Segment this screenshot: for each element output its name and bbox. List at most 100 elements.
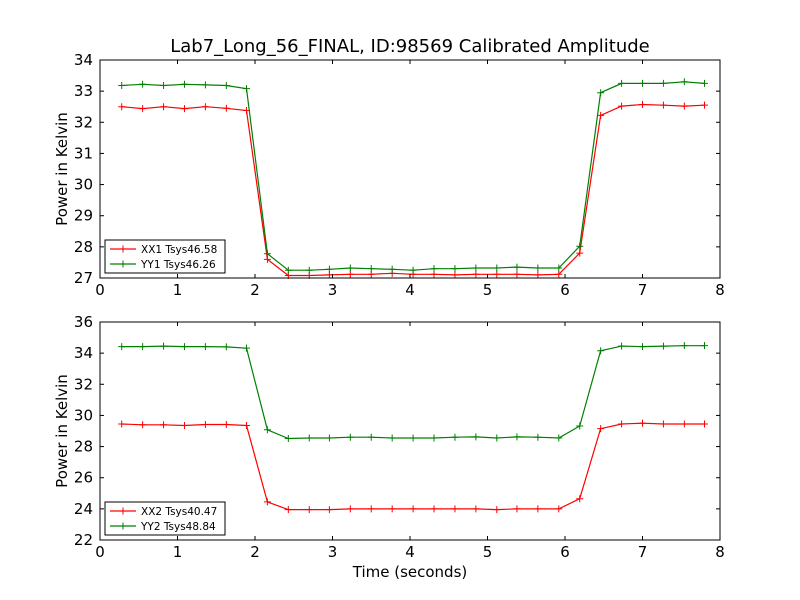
chart-title: Lab7_Long_56_FINAL, ID:98569 Calibrated …: [170, 36, 650, 57]
x-tick-label: 3: [328, 543, 338, 561]
legend-marker: [119, 507, 127, 515]
data-point: [180, 105, 188, 113]
data-point: [659, 79, 667, 87]
x-tick-label: 8: [715, 281, 725, 299]
data-point: [576, 249, 584, 257]
data-point: [534, 505, 542, 513]
data-point: [513, 263, 521, 271]
data-point: [639, 343, 646, 351]
x-tick-label: 8: [715, 543, 725, 561]
data-point: [160, 82, 168, 90]
data-point: [472, 264, 480, 272]
y-tick-label: 28: [74, 238, 93, 256]
data-point: [555, 264, 563, 272]
legend-box: [104, 501, 226, 536]
x-tick-label: 0: [95, 543, 105, 561]
data-point: [242, 422, 250, 430]
data-point: [701, 79, 708, 87]
data-point: [534, 271, 542, 279]
data-point: [388, 505, 396, 513]
data-point: [576, 422, 584, 430]
data-point: [346, 505, 354, 513]
data-point: [160, 421, 168, 429]
legend-marker: [119, 245, 127, 253]
legend-label: XX2 Tsys40.47: [141, 506, 217, 518]
data-point: [409, 505, 417, 513]
data-point: [472, 505, 480, 513]
data-point: [472, 433, 480, 441]
y-tick-label: 22: [74, 531, 93, 549]
legend-label: YY2 Tsys48.84: [140, 521, 216, 533]
legend-label: YY1 Tsys46.26: [140, 259, 216, 271]
y-tick-label: 30: [74, 406, 93, 424]
data-point: [597, 89, 605, 97]
data-point: [180, 343, 188, 351]
x-axis-label: Time (seconds): [352, 563, 468, 581]
data-point: [388, 434, 396, 442]
y-tick-label: 32: [74, 375, 93, 393]
data-point: [201, 343, 209, 351]
x-tick-label: 6: [560, 281, 570, 299]
data-point: [139, 343, 147, 351]
legend-marker: [119, 260, 127, 268]
data-point: [639, 419, 646, 427]
data-point: [139, 80, 147, 88]
legend-marker: [119, 522, 127, 530]
data-point: [451, 433, 459, 441]
legend-box: [104, 239, 226, 274]
x-tick-label: 3: [328, 281, 338, 299]
data-point: [305, 506, 313, 514]
data-point: [680, 78, 688, 86]
y-tick-label: 36: [74, 313, 93, 331]
data-point: [430, 505, 438, 513]
legend-label: XX1 Tsys46.58: [141, 244, 217, 256]
data-point: [222, 343, 230, 351]
data-point: [555, 505, 563, 513]
data-point: [263, 498, 271, 506]
data-point: [513, 433, 521, 441]
data-point: [284, 506, 292, 514]
data-point: [597, 425, 605, 433]
data-point: [222, 104, 230, 112]
data-point: [701, 420, 708, 428]
legend: XX1 Tsys46.58 YY1 Tsys46.26: [104, 239, 226, 274]
data-point: [346, 270, 354, 278]
x-tick-label: 2: [250, 281, 260, 299]
data-point: [680, 420, 688, 428]
y-tick-label: 30: [74, 176, 93, 194]
x-tick-label: 2: [250, 543, 260, 561]
data-point: [367, 505, 375, 513]
legend: XX2 Tsys40.47 YY2 Tsys48.84: [104, 501, 226, 536]
y-tick-label: 28: [74, 438, 93, 456]
data-point: [118, 103, 126, 111]
data-point: [618, 102, 626, 110]
data-point: [409, 434, 417, 442]
y-tick-label: 31: [74, 144, 93, 162]
data-point: [701, 101, 708, 109]
data-point: [139, 105, 147, 113]
data-point: [639, 101, 646, 109]
data-point: [493, 270, 501, 278]
data-point: [451, 505, 459, 513]
data-point: [242, 344, 250, 352]
data-point: [430, 265, 438, 273]
data-point: [367, 265, 375, 273]
data-point: [472, 270, 480, 278]
data-point: [639, 79, 646, 87]
data-point: [597, 111, 605, 119]
data-point: [222, 82, 230, 90]
y-tick-label: 32: [74, 113, 93, 131]
data-point: [597, 347, 605, 355]
data-point: [493, 506, 501, 514]
data-point: [325, 265, 333, 273]
data-point: [284, 434, 292, 442]
data-point: [305, 266, 313, 274]
data-point: [576, 495, 584, 503]
data-point: [118, 420, 126, 428]
data-point: [325, 434, 333, 442]
data-point: [180, 80, 188, 88]
data-point: [201, 420, 209, 428]
